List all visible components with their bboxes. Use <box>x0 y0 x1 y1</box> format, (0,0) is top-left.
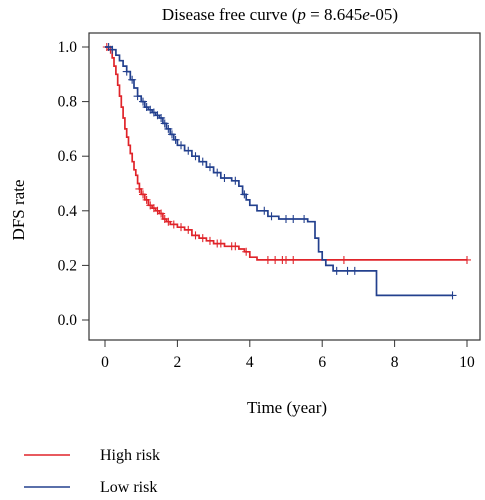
censor-mark-high-risk <box>282 255 290 264</box>
censor-mark-high-risk <box>231 242 240 251</box>
y-tick-label: 0.4 <box>58 203 78 220</box>
x-tick-label: 10 <box>459 354 475 371</box>
censor-mark-high-risk <box>263 255 272 264</box>
censor-mark-low-risk <box>167 130 176 139</box>
censor-mark-high-risk <box>142 195 151 204</box>
censor-mark-high-risk <box>184 225 193 234</box>
censor-mark-low-risk <box>213 168 222 177</box>
censor-mark-high-risk <box>339 255 348 264</box>
censor-mark-high-risk <box>289 255 298 264</box>
censor-mark-low-risk <box>122 67 131 76</box>
censor-mark-high-risk <box>191 231 200 240</box>
x-axis-label: Time (year) <box>247 398 327 417</box>
censor-mark-low-risk <box>184 146 193 155</box>
curve-high-risk <box>105 46 467 261</box>
x-tick-label: 4 <box>246 354 254 371</box>
y-tick-label: 0.2 <box>58 257 77 274</box>
y-tick-label: 0.6 <box>58 148 78 165</box>
legend-label-low-risk: Low risk <box>100 479 157 496</box>
censor-mark-low-risk <box>164 124 173 133</box>
censor-mark-high-risk <box>271 255 280 264</box>
legend: High risk Low risk <box>24 447 160 496</box>
censor-mark-low-risk <box>128 75 137 84</box>
censor-mark-low-risk <box>231 176 240 185</box>
censor-mark-low-risk <box>350 266 359 275</box>
censor-mark-low-risk <box>160 119 169 128</box>
censor-mark-low-risk <box>198 157 207 166</box>
plot-frame <box>88 32 481 341</box>
censor-mark-low-risk <box>332 266 341 275</box>
censor-mark-high-risk <box>242 247 251 256</box>
censor-mark-high-risk <box>169 220 178 229</box>
censor-mark-low-risk <box>220 174 229 183</box>
censor-mark-high-risk <box>135 184 144 193</box>
censor-mark-high-risk <box>139 190 148 199</box>
censor-mark-low-risk <box>448 291 457 300</box>
censor-mark-low-risk <box>205 163 214 172</box>
survival-curves <box>102 43 471 300</box>
censor-mark-low-risk <box>282 214 290 223</box>
censor-mark-low-risk <box>289 214 298 223</box>
censor-mark-low-risk <box>300 214 309 223</box>
censor-mark-high-risk <box>164 217 173 226</box>
censor-mark-low-risk <box>139 97 148 106</box>
x-tick-label: 6 <box>318 354 326 371</box>
censor-mark-low-risk <box>267 212 276 221</box>
curve-low-risk <box>105 46 453 297</box>
censor-mark-low-risk <box>171 135 180 144</box>
x-tick-label: 2 <box>174 354 182 371</box>
censor-mark-low-risk <box>108 45 117 54</box>
censor-mark-low-risk <box>191 152 200 161</box>
x-tick-label: 0 <box>101 354 109 371</box>
censor-mark-low-risk <box>133 92 142 101</box>
censor-mark-high-risk <box>177 223 186 232</box>
censor-mark-low-risk <box>343 266 352 275</box>
censor-mark-low-risk <box>157 113 166 122</box>
censor-mark-high-risk <box>463 255 471 264</box>
y-tick-label: 0.0 <box>58 312 78 329</box>
censor-mark-high-risk <box>205 236 214 245</box>
censor-mark-high-risk <box>216 239 225 248</box>
legend-label-high-risk: High risk <box>100 447 160 464</box>
censor-mark-low-risk <box>260 206 269 215</box>
y-tick-label: 0.8 <box>58 94 78 111</box>
censor-mark-high-risk <box>198 234 207 243</box>
y-axis: 0.0 0.2 0.4 0.6 0.8 1.0 <box>58 39 90 329</box>
chart-title: Disease free curve (p = 8.645e-05) <box>162 5 398 24</box>
x-tick-label: 8 <box>391 354 399 371</box>
censor-mark-high-risk <box>157 209 166 218</box>
censor-mark-low-risk <box>240 190 249 199</box>
x-axis: 0 2 4 6 8 10 <box>101 339 475 371</box>
y-axis-label: DFS rate <box>9 180 28 241</box>
censor-mark-low-risk <box>177 141 186 150</box>
y-tick-label: 1.0 <box>58 39 78 56</box>
